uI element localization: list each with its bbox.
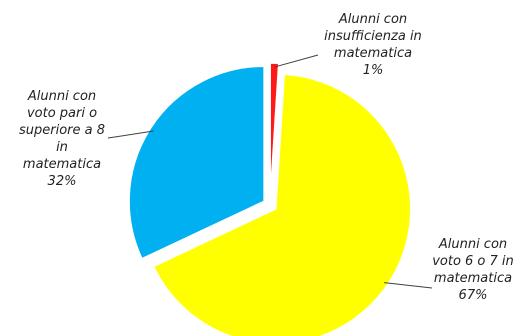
leader-line-1 xyxy=(274,54,319,68)
data-label-percent: 67% xyxy=(459,288,488,303)
data-label-percent: 32% xyxy=(48,174,77,189)
data-label-line: voto pari o xyxy=(27,106,97,121)
data-label-line: Alunni con xyxy=(438,237,507,252)
leader-line-3 xyxy=(107,130,154,139)
data-label-line: Alunni con xyxy=(27,89,96,104)
data-label-3: Alunni con voto pari o superiore a 8 in mate… xyxy=(19,89,105,189)
data-labels: Alunni con insufficienza in matematica 1%Al… xyxy=(19,12,514,303)
pie-slice-1 xyxy=(269,62,280,199)
data-label-line: in xyxy=(56,140,68,155)
data-label-line: insufficienza in xyxy=(324,29,422,44)
data-label-line: matematica xyxy=(23,157,101,172)
data-label-line: voto 6 o 7 in xyxy=(432,254,514,269)
data-label-line: superiore a 8 xyxy=(19,123,105,138)
data-label-line: Alunni con xyxy=(338,12,407,27)
leader-line-2 xyxy=(384,282,433,289)
data-label-1: Alunni con insufficienza in matematica 1% xyxy=(324,12,422,78)
data-label-line: matematica xyxy=(434,271,512,286)
data-label-percent: 1% xyxy=(363,63,384,78)
data-label-line: matematica xyxy=(334,46,412,61)
leader-lines xyxy=(107,54,433,289)
data-label-2: Alunni con voto 6 o 7 in matematica 67% xyxy=(432,237,514,303)
pie-slice-2 xyxy=(152,73,412,336)
pie-slice-3 xyxy=(128,65,265,260)
pie-slices xyxy=(128,62,412,336)
